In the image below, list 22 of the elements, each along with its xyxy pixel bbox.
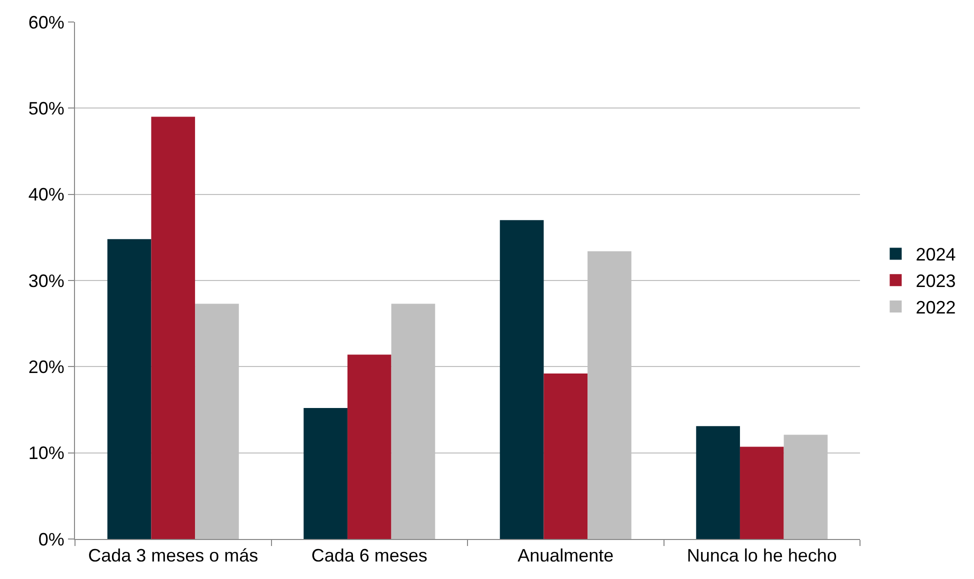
y-tick-label: 10% bbox=[28, 443, 64, 464]
y-tick-label: 40% bbox=[28, 184, 64, 205]
x-tick-label: Cada 6 meses bbox=[311, 546, 428, 566]
bar bbox=[696, 426, 740, 539]
x-tick-label: Anualmente bbox=[518, 546, 614, 566]
y-tick-label: 20% bbox=[28, 356, 64, 377]
y-tick-label: 60% bbox=[28, 12, 64, 32]
legend-label: 2024 bbox=[916, 244, 956, 265]
bar bbox=[740, 446, 784, 539]
bar bbox=[304, 408, 348, 539]
x-tick-label: Nunca lo he hecho bbox=[686, 546, 837, 566]
y-tick-label: 0% bbox=[38, 529, 64, 550]
y-tick-label: 50% bbox=[28, 98, 64, 118]
legend-label: 2023 bbox=[916, 271, 956, 292]
y-tick-label: 30% bbox=[28, 270, 64, 291]
bar bbox=[151, 116, 196, 539]
x-tick-label: Cada 3 meses o más bbox=[88, 546, 258, 566]
legend-label: 2022 bbox=[916, 298, 956, 318]
bar bbox=[544, 374, 588, 539]
bar bbox=[347, 354, 392, 539]
bar bbox=[107, 239, 152, 539]
bar bbox=[500, 220, 544, 539]
